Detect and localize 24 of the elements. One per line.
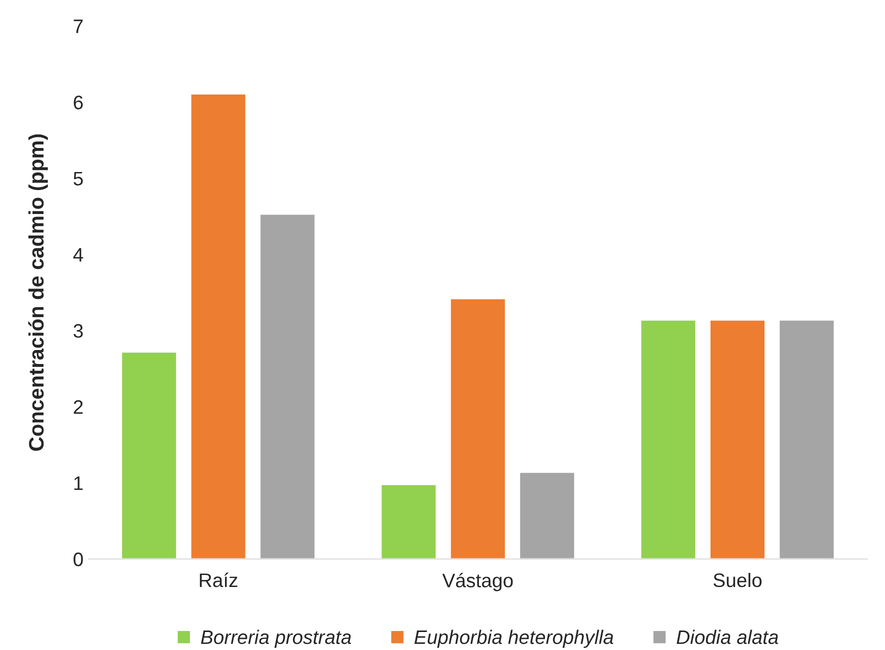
legend-label: Diodia alata [676, 630, 778, 644]
y-tick-label: 4 [73, 248, 84, 262]
y-tick-label: 7 [74, 20, 83, 34]
y-tick-label: 6 [74, 96, 83, 110]
y-tick-label: 0 [74, 552, 83, 566]
y-tick-label: 5 [74, 172, 83, 186]
bar [450, 298, 506, 559]
y-tick-label: 1 [74, 476, 83, 490]
x-tick-label: Suelo [714, 572, 762, 588]
bar [380, 484, 438, 559]
legend-label: Borreria prostrata [200, 630, 352, 648]
y-tick-label: 2 [74, 400, 83, 414]
x-tick-label: Raíz [200, 572, 238, 588]
bar [778, 319, 836, 559]
bar [259, 213, 316, 559]
x-tick-label: Vástago [442, 572, 513, 592]
y-axis-title: Concentración de cadmio (ppm) [28, 134, 48, 451]
legend-label: Euphorbia heterophylla [414, 630, 614, 648]
bar [190, 93, 247, 559]
bar [518, 472, 576, 559]
bar [640, 319, 697, 559]
y-tick-label: 3 [74, 324, 83, 338]
bar [120, 351, 178, 559]
bar [709, 319, 766, 559]
